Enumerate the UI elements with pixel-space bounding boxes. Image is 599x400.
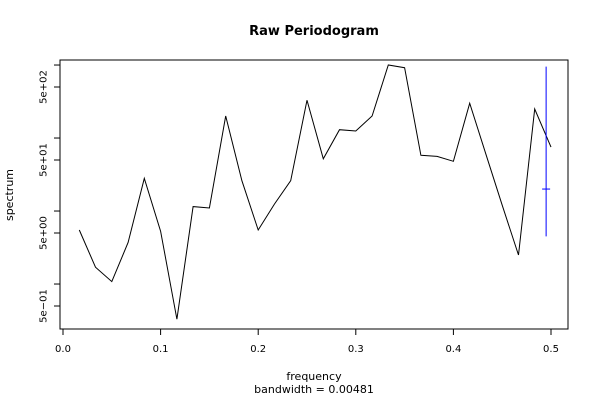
spectrum-line <box>78 64 552 320</box>
y-tick-label: 5e−01 <box>39 289 50 323</box>
x-axis-label: frequency <box>286 370 342 383</box>
chart-title: Raw Periodogram <box>249 24 379 39</box>
x-axis: 0.0 0.1 0.2 0.3 0.4 0.5 <box>55 329 559 355</box>
x-tick-label: 0.0 <box>55 344 71 355</box>
x-tick-label: 0.4 <box>445 344 461 355</box>
x-axis-sublabel: bandwidth = 0.00481 <box>254 383 374 396</box>
confidence-bar <box>542 66 551 237</box>
x-tick-label: 0.5 <box>543 344 559 355</box>
y-tick-label: 5e+00 <box>39 216 50 250</box>
plot-frame <box>59 59 569 330</box>
y-axis: 5e−01 5e+00 5e+01 5e+02 <box>39 64 60 323</box>
y-tick-label: 5e+01 <box>39 143 50 177</box>
x-tick-label: 0.3 <box>348 344 364 355</box>
y-tick-label: 5e+02 <box>39 70 50 104</box>
x-tick-label: 0.1 <box>153 344 169 355</box>
y-axis-label: spectrum <box>3 169 16 221</box>
x-tick-label: 0.2 <box>250 344 266 355</box>
